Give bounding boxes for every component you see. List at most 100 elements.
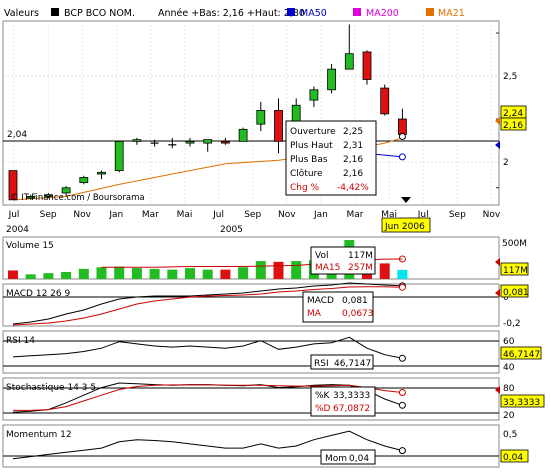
candle-body-up: [26, 196, 36, 199]
momentum-line: [12, 430, 403, 460]
stochastic-d-line: [13, 384, 403, 411]
month-tick-label: Sep: [40, 210, 57, 220]
stochastic-badge-label: 33,3333: [503, 398, 540, 408]
candle-body-up: [185, 140, 195, 144]
macd-badge-label: 0,081: [503, 288, 529, 298]
volume-bar: [273, 261, 284, 279]
momentum-badge: [500, 449, 529, 463]
candle: [114, 140, 124, 173]
last-close-marker: [398, 132, 406, 140]
volume-panel-frame: [2, 236, 500, 280]
candle: [362, 50, 372, 85]
candle: [8, 170, 18, 201]
macd-panel-frame: [2, 283, 500, 327]
macd-title: MACD 12 26 9: [6, 289, 70, 299]
momentum-info-box: [320, 449, 376, 465]
stochastic-info-d-label: %D: [315, 404, 331, 414]
stochastic-info-k-label: %K: [315, 391, 331, 401]
tooltip-open-label: Ouverture: [290, 127, 336, 137]
rsi-panel: RSI 14 RSI 46,7147 60 40 46,7147: [2, 330, 542, 374]
ma50-legend: MA50: [300, 8, 327, 19]
price-panel: 2,04 2,5 2 2,24 2,16 © IT-Finance.com / B…: [2, 20, 527, 206]
stochastic-axis-bottom: 20: [503, 411, 515, 421]
month-tick-label: Jul: [8, 210, 20, 220]
year-range: Année +Bas: 2,16 +Haut: 2,80: [158, 8, 305, 19]
macd-signal-line: [12, 286, 403, 326]
candle-body-down: [220, 140, 230, 144]
volume-bar: [291, 261, 302, 279]
volume-bar: [185, 268, 195, 279]
cursor-date-label: Jun 2006: [384, 222, 425, 232]
stoch-d-endpoint: [398, 389, 406, 396]
tooltip-change-label: Chg %: [290, 183, 320, 193]
tooltip-close-label: Clôture: [290, 168, 323, 179]
candle-body-up: [44, 194, 53, 197]
rsi-info-value: 46,7147: [334, 359, 371, 369]
candle: [61, 186, 71, 197]
rsi-line: [12, 336, 403, 359]
month-tick-label: Nov: [73, 210, 91, 220]
month-tick-label: Nov: [483, 210, 501, 220]
stochastic-marker-icon: [495, 386, 500, 394]
tooltip-change-value: -4,42%: [337, 183, 369, 193]
volume-title: Volume 15: [6, 241, 54, 251]
month-tick-label: Mai: [177, 210, 193, 220]
candle: [220, 137, 230, 145]
price-badge-close-label: 2,16: [503, 121, 523, 131]
reference-line-label: 2,04: [7, 130, 27, 140]
candle-body-up: [203, 139, 213, 144]
time-x-axis: Jul Sep Nov Jan Mar Mai Jul Sep Nov Jan Mar Mai Jul S…: [8, 210, 501, 220]
macd-badge: [500, 284, 529, 298]
volume-info-vol-label: Vol: [315, 251, 328, 261]
stochastic-badge: [500, 394, 545, 408]
volume-info-box: [310, 246, 376, 275]
candle: [238, 127, 248, 142]
macd-info-ma-value: 0,0673: [342, 309, 374, 319]
tooltip-open-value: 2,25: [343, 127, 363, 137]
macd-axis-low: -0,2: [503, 319, 521, 329]
candle-body-up: [256, 110, 266, 125]
volume-bar: [149, 268, 160, 279]
tooltip-high-value: 2,31: [343, 141, 363, 151]
rsi-axis-top: 60: [503, 337, 515, 347]
year-label-2005: 2005: [220, 225, 243, 235]
volume-bar: [43, 273, 54, 279]
volume-bar: [220, 269, 231, 279]
ma50-swatch: [287, 8, 295, 16]
macd-axis-zero: 0: [503, 293, 509, 303]
volume-bar: [379, 263, 390, 279]
ma21-swatch: [426, 8, 434, 16]
candle: [327, 63, 337, 94]
price-panel-frame: [2, 20, 500, 206]
chart-header: Valeurs BCP BCO NOM. Année +Bas: 2,16 +H…: [4, 8, 465, 19]
ma21-legend: MA21: [438, 8, 465, 19]
candle: [309, 86, 319, 107]
volume-bar: [78, 268, 89, 279]
tooltip-high-label: Plus Haut: [290, 141, 333, 151]
volume-bar: [238, 267, 249, 279]
ma200-swatch: [353, 8, 361, 16]
candle-body-up: [309, 89, 319, 101]
volume-bar: [202, 269, 213, 279]
candle-body-down: [380, 87, 390, 115]
candle: [150, 139, 159, 147]
candle: [79, 175, 89, 185]
volume-ma-marker-icon: [495, 258, 500, 266]
candle-body-up: [132, 139, 142, 142]
volume-bar: [397, 269, 408, 279]
volume-badge-label: 117M: [503, 266, 528, 276]
stochastic-title: Stochastique 14 3 5: [6, 383, 96, 393]
volume-bar: [255, 261, 266, 279]
macd-signal-endpoint: [398, 283, 406, 291]
volume-badge: [500, 262, 529, 276]
candle: [168, 137, 177, 149]
macd-panel: MACD 12 26 9 MACD 0,081 MA 0,0673 0 -0,2…: [2, 282, 529, 329]
price-tick-label: 2: [503, 158, 509, 168]
valeurs-label: Valeurs: [4, 8, 39, 19]
year-label-2004: 2004: [6, 225, 29, 235]
macd-info-macd-value: 0,081: [342, 296, 368, 306]
tooltip-box: [285, 120, 377, 196]
rsi-badge: [500, 346, 542, 360]
candle: [44, 192, 53, 199]
volume-bar: [96, 267, 107, 279]
